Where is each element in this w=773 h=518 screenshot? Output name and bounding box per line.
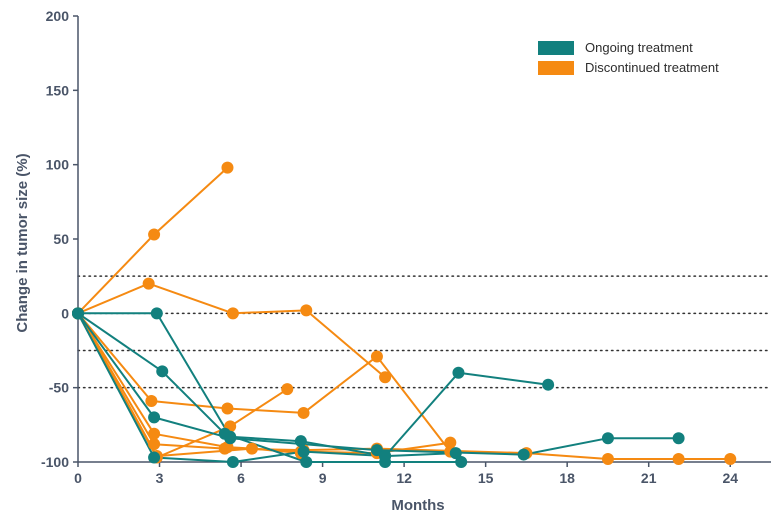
data-point-ongoing <box>672 432 685 445</box>
legend-swatch-discontinued <box>538 61 574 75</box>
y-tick-label: -50 <box>49 380 69 396</box>
x-tick-label: 6 <box>237 470 245 486</box>
series-line-discontinued <box>77 166 229 314</box>
series-line-discontinued <box>77 282 386 379</box>
legend-label-discontinued: Discontinued treatment <box>585 60 719 75</box>
data-point-ongoing <box>455 456 468 468</box>
data-point-ongoing <box>294 435 307 448</box>
y-tick-label: 50 <box>53 231 69 247</box>
data-point-ongoing <box>297 445 310 458</box>
series-line-ongoing <box>77 312 462 463</box>
y-tick-label: 150 <box>46 82 70 98</box>
data-point-discontinued <box>281 383 294 396</box>
data-point-discontinued <box>724 453 737 466</box>
series-group <box>72 161 737 468</box>
y-axis-title: Change in tumor size (%) <box>14 153 31 332</box>
data-point-discontinued <box>379 371 392 384</box>
data-point-ongoing <box>452 366 465 379</box>
data-point-discontinued <box>444 436 457 449</box>
data-point-discontinued <box>145 395 158 408</box>
legend-label-ongoing: Ongoing treatment <box>585 40 693 55</box>
x-tick-label: 15 <box>478 470 494 486</box>
data-point-ongoing <box>517 448 530 461</box>
reference-lines <box>77 275 772 389</box>
data-point-discontinued <box>297 406 310 419</box>
series-line-discontinued <box>77 312 451 455</box>
legend-swatch-ongoing <box>538 41 574 55</box>
data-point-discontinued <box>300 304 313 317</box>
data-point-discontinued <box>672 453 685 466</box>
series-line-discontinued <box>77 312 301 458</box>
data-point-ongoing <box>449 447 462 460</box>
series-line-ongoing <box>77 312 456 463</box>
x-axis-title: Months <box>391 497 444 514</box>
x-tick-label: 24 <box>722 470 738 486</box>
data-point-discontinued <box>221 402 234 415</box>
data-point-discontinued <box>148 228 161 241</box>
data-point-ongoing <box>150 307 163 320</box>
y-tick-label: -100 <box>41 454 69 470</box>
x-tick-label: 9 <box>319 470 327 486</box>
data-point-discontinued <box>601 453 614 466</box>
x-tick-label: 12 <box>396 470 412 486</box>
data-point-ongoing <box>72 307 84 320</box>
data-point-discontinued <box>142 277 155 290</box>
data-point-discontinued <box>148 438 161 451</box>
x-tick-label: 0 <box>74 470 82 486</box>
y-tick-label: 200 <box>46 8 70 24</box>
data-point-ongoing <box>148 411 161 424</box>
data-point-discontinued <box>245 442 258 455</box>
data-point-ongoing <box>601 432 614 445</box>
series-line-discontinued <box>77 312 452 453</box>
data-point-ongoing <box>156 365 169 378</box>
y-tick-label: 100 <box>46 157 70 173</box>
x-tick-label: 3 <box>156 470 164 486</box>
data-point-ongoing <box>148 451 161 464</box>
data-point-ongoing <box>300 456 313 468</box>
data-point-discontinued <box>226 307 239 320</box>
x-tick-label: 21 <box>641 470 657 486</box>
data-point-ongoing <box>226 456 239 468</box>
y-tick-label: 0 <box>61 305 69 321</box>
series-line-ongoing <box>77 312 679 456</box>
data-point-discontinued <box>370 350 383 363</box>
data-point-ongoing <box>224 432 237 445</box>
data-point-ongoing <box>379 450 392 463</box>
data-point-discontinued <box>148 427 161 440</box>
x-tick-label: 18 <box>559 470 575 486</box>
data-point-ongoing <box>542 378 555 391</box>
legend: Ongoing treatment Discontinued treatment <box>538 40 719 75</box>
data-point-discontinued <box>221 161 234 174</box>
